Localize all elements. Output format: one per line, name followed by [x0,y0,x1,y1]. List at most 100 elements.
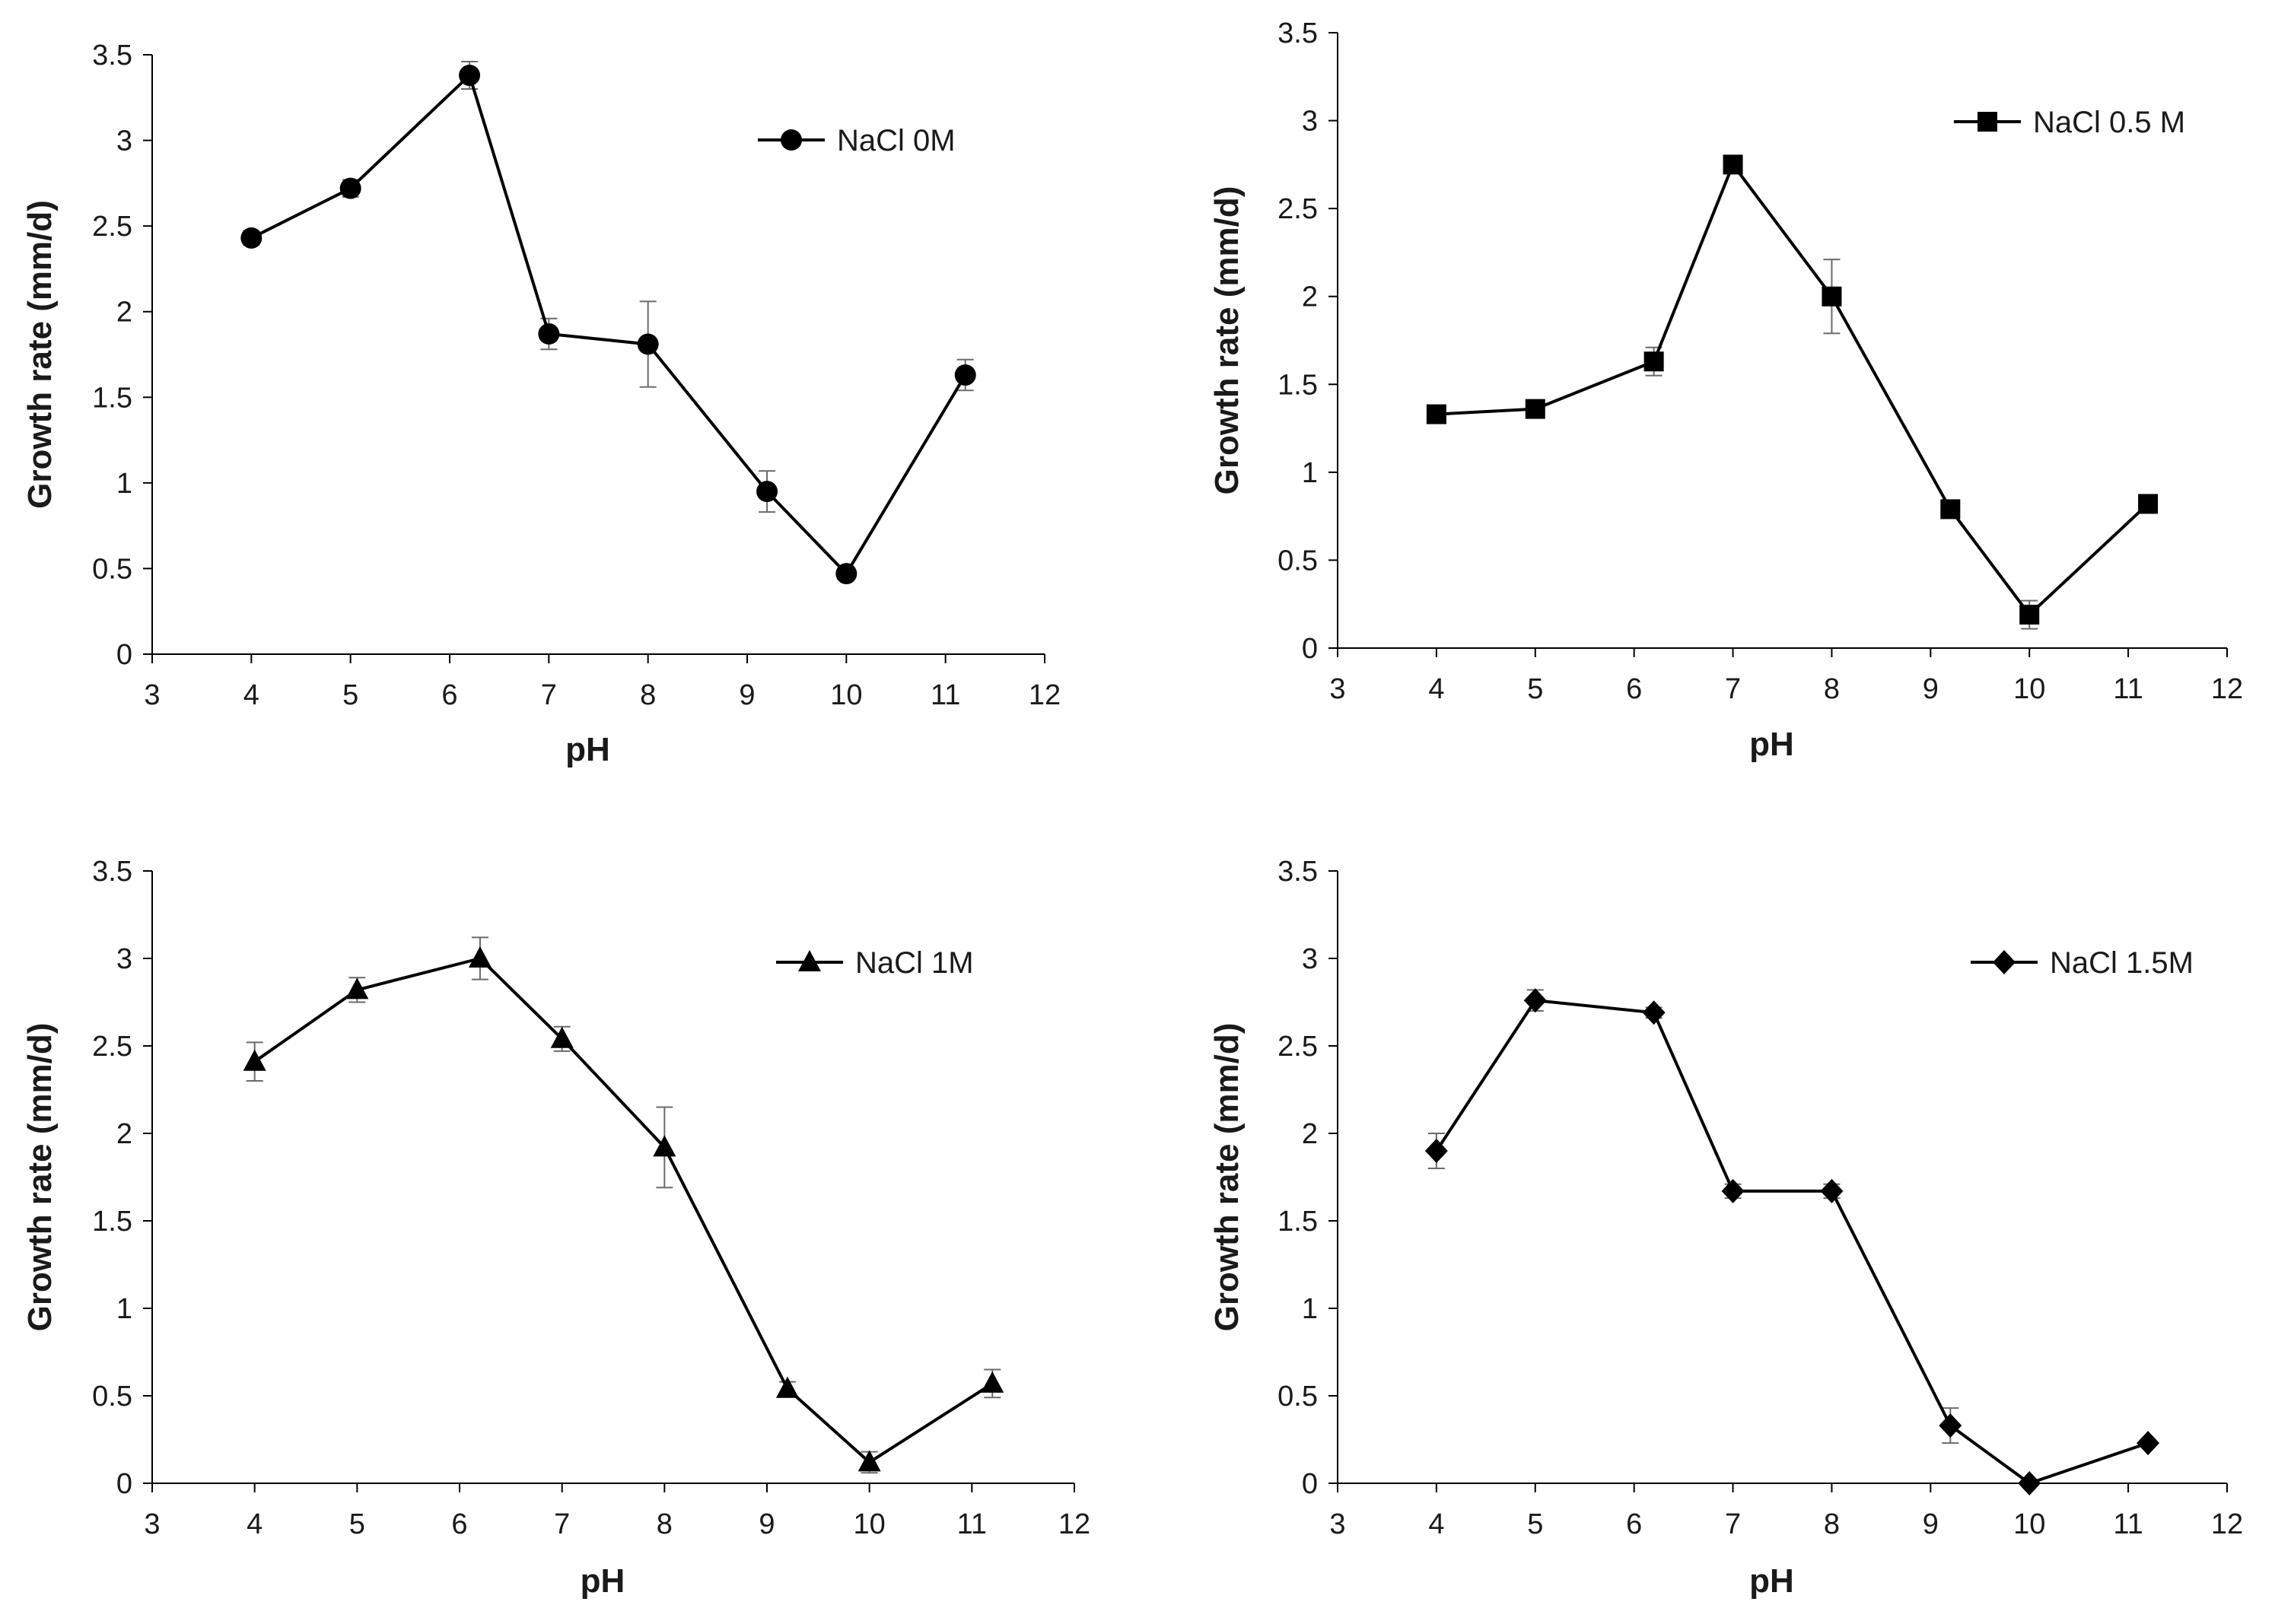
x-tick-label: 3 [144,1508,160,1540]
x-tick-label: 9 [1923,1508,1939,1540]
data-point [1642,1000,1666,1025]
x-axis-title: pH [1749,726,1794,763]
y-tick-label: 2 [116,297,132,329]
x-tick-label: 9 [1923,673,1939,705]
series-line [1436,163,2149,617]
y-tick-label: 1 [116,468,132,500]
data-point [954,364,976,386]
data-point [775,1376,799,1398]
data-point [550,1026,574,1048]
x-tick-label: 11 [931,679,960,711]
data-point [637,333,659,355]
x-tick-label: 10 [854,1508,886,1540]
y-tick-label: 1 [1302,1293,1318,1325]
y-tick-label: 0 [1302,1468,1318,1500]
x-tick-label: 3 [1329,673,1345,705]
data-point [345,977,369,1000]
series-line [1435,999,2149,1485]
y-tick-label: 3 [116,943,132,975]
x-tick-label: 7 [554,1508,570,1540]
x-tick-label: 11 [2113,673,2143,705]
data-point [1723,154,1743,175]
x-tick-label: 8 [1824,673,1840,705]
y-axis-title: Growth rate (mm/d) [21,1023,59,1332]
y-tick-label: 3.5 [92,856,132,888]
y-tick-label: 3.5 [92,40,132,72]
x-tick-label: 11 [957,1508,987,1540]
data-point [1721,1178,1745,1203]
legend-label: NaCl 0M [837,124,956,157]
x-tick-label: 4 [1428,673,1444,705]
y-tick-label: 0.5 [92,1381,132,1413]
data-point [339,177,361,199]
data-point [240,227,262,249]
chart-panel-4: 0 0.5 1 1.5 2 2.5 3 3.5 3 4 5 6 7 8 9 10 11 12 pH Growth ra… [1208,856,2243,1600]
y-tick-label: 1.5 [92,1206,132,1238]
x-tick-label: 4 [1428,1508,1444,1540]
data-point [243,1049,266,1071]
x-tick-label: 12 [2211,1508,2243,1540]
legend-marker [1993,950,2016,974]
y-tick-label: 2.5 [1278,193,1318,225]
legend-label: NaCl 1.5M [2050,946,2194,980]
x-axis-title: pH [1749,1562,1794,1600]
data-point [981,1371,1004,1393]
x-tick-label: 10 [830,679,862,711]
y-tick-label: 0.5 [92,553,132,585]
y-axis-title: Growth rate (mm/d) [21,200,59,509]
x-tick-label: 6 [441,679,457,711]
data-point [2019,605,2040,625]
y-tick-label: 2.5 [92,1031,132,1063]
legend-marker [781,129,802,151]
chart-panel-3: 0 0.5 1 1.5 2 2.5 3 3.5 3 4 5 6 7 8 9 10 11 12 pH Growth ra… [21,856,1090,1600]
data-point [2137,1431,2160,1456]
x-tick-label: 3 [1329,1508,1345,1540]
x-tick-label: 6 [1626,1508,1642,1540]
data-point [2018,1471,2041,1495]
x-tick-label: 8 [1824,1508,1840,1540]
x-tick-label: 5 [1527,1508,1543,1540]
y-tick-label: 1 [1302,457,1318,489]
data-point [1939,1413,1962,1438]
data-point [1822,286,1842,307]
x-axis-title: pH [581,1562,625,1600]
x-tick-label: 10 [2013,673,2045,705]
x-tick-label: 8 [640,679,656,711]
data-point [1643,351,1664,372]
data-point [2138,494,2159,514]
y-tick-label: 3.5 [1278,856,1318,888]
y-axis-title: Growth rate (mm/d) [1208,186,1246,495]
x-tick-label: 5 [342,679,358,711]
x-tick-label: 7 [541,679,557,711]
x-tick-label: 5 [349,1508,365,1540]
x-tick-label: 10 [2013,1508,2045,1540]
data-point [858,1450,881,1472]
y-tick-label: 3 [1302,943,1318,975]
x-axis-title: pH [565,731,610,768]
chart-panel-1: 0 0.5 1 1.5 2 2.5 3 3.5 3 4 5 6 7 8 9 10 11 12 pH Growth ra… [21,40,1061,768]
series-line [253,957,994,1464]
data-point [756,481,778,503]
data-point [1820,1178,1844,1203]
legend-label: NaCl 0.5 M [2033,106,2185,139]
data-point [538,323,560,345]
legend-marker [798,950,821,971]
x-tick-label: 7 [1725,673,1741,705]
series-line [250,74,967,576]
data-point [1523,988,1547,1013]
y-tick-label: 0 [1302,633,1318,665]
x-tick-label: 4 [243,679,259,711]
y-tick-label: 0.5 [1278,1381,1318,1413]
y-tick-label: 0.5 [1278,545,1318,577]
x-tick-label: 7 [1725,1508,1741,1540]
x-tick-label: 12 [1058,1508,1090,1540]
y-tick-label: 2.5 [92,211,132,243]
data-point [459,65,481,87]
chart-panel-2: 0 0.5 1 1.5 2 2.5 3 3.5 3 4 5 6 7 8 9 10 11 12 pH Growth ra… [1208,17,2243,763]
y-tick-label: 3 [116,126,132,157]
y-tick-label: 1 [116,1293,132,1325]
data-point [1940,499,1961,520]
data-point [1424,1139,1448,1163]
x-tick-label: 4 [247,1508,262,1540]
